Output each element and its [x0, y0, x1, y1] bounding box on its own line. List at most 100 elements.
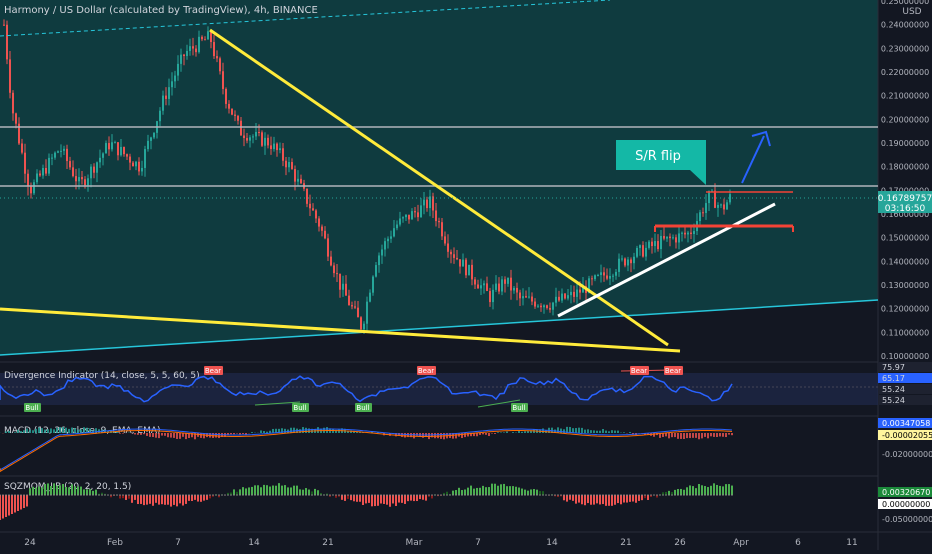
sqzmom-dot	[362, 494, 364, 496]
sqzmom-dot	[170, 494, 172, 496]
bear-badge-text: Bear	[665, 367, 681, 375]
price-tick-label: 0.17000000	[881, 186, 929, 195]
time-tick-label: 7	[175, 538, 181, 548]
candle-body	[654, 241, 656, 247]
divergence-axis-badge	[878, 373, 932, 383]
last-price-value: 0.16789757	[878, 194, 932, 204]
sqzmom-dot	[128, 494, 130, 496]
candle-body	[471, 264, 473, 280]
candle-body	[675, 237, 677, 243]
sqzmom-dot	[599, 494, 601, 496]
sqzmom-dot	[395, 494, 397, 496]
candle-body	[393, 228, 395, 237]
candle-body	[207, 31, 209, 40]
sqzmom-dot	[146, 494, 148, 496]
candle-body	[72, 167, 74, 177]
candle-body	[423, 199, 425, 206]
arrow-up-icon	[741, 135, 765, 184]
sqzmom-dot	[392, 494, 394, 496]
candle-body	[150, 137, 152, 141]
candle-body	[723, 204, 725, 210]
price-axis[interactable]: 0.25000000 0.24000000 0.23000000 0.22000000…	[881, 0, 929, 361]
sqzmom-dot	[470, 494, 472, 496]
candle-body	[141, 167, 143, 172]
sqzmom-dot	[587, 494, 589, 496]
sqzmom-dot	[38, 494, 40, 496]
divergence-label[interactable]: Divergence Indicator (14, close, 5, 5, 6…	[4, 371, 200, 381]
divergence-axis-label: 75.97	[882, 363, 905, 372]
sqzmom-dot	[113, 494, 115, 496]
candle-body	[483, 283, 485, 286]
sqzmom-dot	[95, 494, 97, 496]
sqzmom-dot	[644, 494, 646, 496]
sqzmom-dot	[701, 494, 703, 496]
candle-body	[684, 232, 686, 235]
candle-body	[378, 255, 380, 266]
sqzmom-dot	[314, 494, 316, 496]
candle-body	[435, 210, 437, 222]
bear-badge-text: Bear	[418, 367, 434, 375]
divergence-axis-badge	[878, 384, 932, 394]
sqzmom-dot	[101, 494, 103, 496]
sqzmom-dot	[578, 494, 580, 496]
sqzmom-dot	[608, 494, 610, 496]
sqzmom-dot	[671, 494, 673, 496]
sqzmom-dot	[149, 494, 151, 496]
sqzmom-dot	[140, 494, 142, 496]
sqzmom-dot	[125, 494, 127, 496]
candle-body	[126, 154, 128, 157]
candle-body	[513, 287, 515, 291]
candle-body	[174, 75, 176, 82]
sqzmom-dot	[617, 494, 619, 496]
sqzmom-axis-label: -0.05000000	[882, 515, 932, 524]
candle-body	[663, 235, 665, 239]
candle-body	[120, 146, 122, 156]
sqzmom-dot	[242, 494, 244, 496]
candle-body	[660, 235, 662, 250]
candle-body	[474, 279, 476, 285]
candle-body	[231, 108, 233, 115]
sr-flip-callout[interactable]	[616, 140, 706, 185]
sqzmom-dot	[533, 494, 535, 496]
sqzmom-dot	[122, 494, 124, 496]
sqzmom-dot	[317, 494, 319, 496]
candle-body	[306, 188, 308, 204]
candle-body	[267, 137, 269, 146]
sqzmom-dot	[569, 494, 571, 496]
sqzmom-axis-badge	[878, 499, 932, 509]
candle-body	[552, 302, 554, 310]
candle-body	[486, 283, 488, 291]
candle-body	[591, 278, 593, 280]
sqzmom-dot	[542, 494, 544, 496]
symbol-title[interactable]: Harmony / US Dollar (calculated by Tradi…	[4, 5, 318, 16]
sqzmom-dot	[623, 494, 625, 496]
candle-body	[228, 103, 230, 109]
sqzmom-dot	[224, 494, 226, 496]
sqzmom-label[interactable]: SQZMOM_LB (20, 2, 20, 1.5)	[4, 482, 131, 492]
sqzmom-dot	[431, 494, 433, 496]
sqzmom-dot	[53, 494, 55, 496]
sqzmom-dot	[584, 494, 586, 496]
sqzmom-dot	[500, 494, 502, 496]
time-tick-label: 26	[674, 538, 686, 548]
candle-body	[711, 190, 713, 192]
sqzmom-dot	[287, 494, 289, 496]
time-axis[interactable]: 24 Feb 7 14 21 Mar 7 14 21 26 Apr 6 11	[24, 538, 857, 548]
candle-body	[402, 217, 404, 219]
candle-body	[93, 166, 95, 173]
sqzmom-dot	[11, 494, 13, 496]
sqzmom-dot	[458, 494, 460, 496]
macd-axis-badge	[878, 430, 932, 440]
bull-badge-text: Bull	[25, 404, 38, 412]
sqzmom-dot	[689, 494, 691, 496]
time-tick-label: 21	[620, 538, 631, 548]
sqzmom-dot	[668, 494, 670, 496]
candle-body	[693, 231, 695, 234]
sqzmom-dot	[359, 494, 361, 496]
candle-body	[501, 279, 503, 292]
candle-body	[129, 156, 131, 163]
sqzmom-dot	[338, 494, 340, 496]
sqzmom-dot	[2, 494, 4, 496]
macd-label[interactable]: MACD (12, 26, close, 9, EMA, EMA)	[4, 426, 161, 436]
